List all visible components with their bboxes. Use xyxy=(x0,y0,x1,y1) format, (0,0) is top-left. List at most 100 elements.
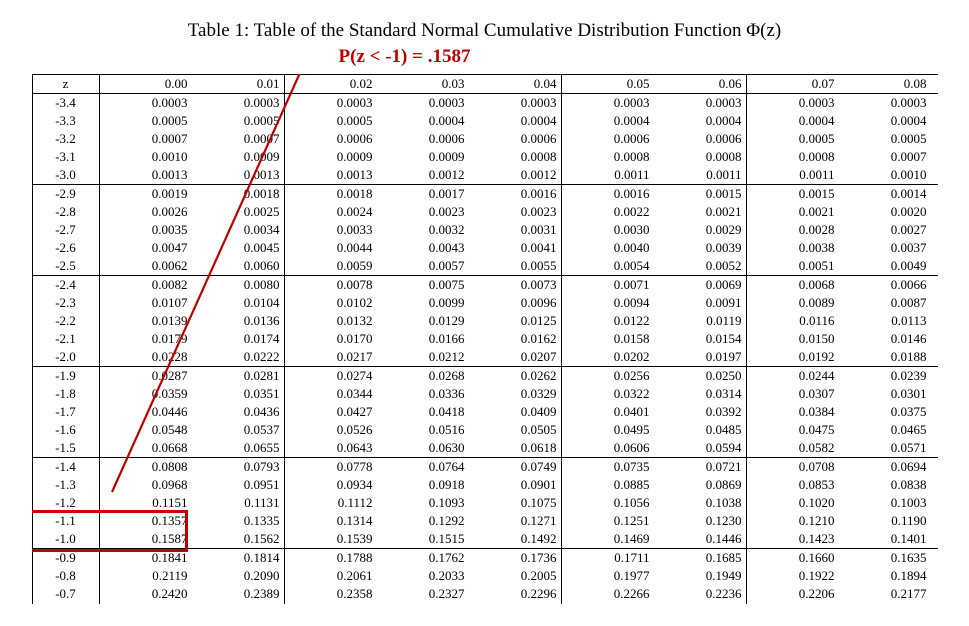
z-cell: -0.8 xyxy=(32,567,99,585)
value-cell: 0.0113 xyxy=(839,312,931,330)
table-row: -1.60.05480.05370.05260.05160.05050.0495… xyxy=(32,421,938,439)
value-cell: 0.0032 xyxy=(377,221,469,239)
value-cell: 0.0038 xyxy=(746,239,839,257)
value-cell: 0.1611 xyxy=(931,549,938,568)
value-cell: 0.0004 xyxy=(561,112,654,130)
z-cell: -1.0 xyxy=(32,530,99,549)
value-cell: 0.0183 xyxy=(931,348,938,367)
value-cell: 0.0003 xyxy=(561,94,654,113)
value-cell: 0.1922 xyxy=(746,567,839,585)
value-cell: 0.0102 xyxy=(284,294,377,312)
value-cell: 0.1894 xyxy=(839,567,931,585)
z-cell: -2.5 xyxy=(32,257,99,276)
table-row: -3.10.00100.00090.00090.00090.00080.0008… xyxy=(32,148,938,166)
value-cell: 0.0006 xyxy=(284,130,377,148)
value-cell: 0.0051 xyxy=(746,257,839,276)
value-cell: 0.1170 xyxy=(931,512,938,530)
value-cell: 0.0017 xyxy=(377,185,469,204)
value-cell: 0.1492 xyxy=(469,530,562,549)
table-row: -0.90.18410.18140.17880.17620.17360.1711… xyxy=(32,549,938,568)
value-cell: 0.0087 xyxy=(839,294,931,312)
value-cell: 0.0119 xyxy=(654,312,747,330)
value-cell: 0.0020 xyxy=(839,203,931,221)
value-cell: 0.1314 xyxy=(284,512,377,530)
table-row: -1.00.15870.15620.15390.15150.14920.1469… xyxy=(32,530,938,549)
z-cell: -1.7 xyxy=(32,403,99,421)
z-cell: -2.7 xyxy=(32,221,99,239)
value-cell: 0.0089 xyxy=(746,294,839,312)
value-cell: 0.0055 xyxy=(469,257,562,276)
value-cell: 0.0446 xyxy=(99,403,192,421)
value-cell: 0.0146 xyxy=(839,330,931,348)
table-row: -1.50.06680.06550.06430.06300.06180.0606… xyxy=(32,439,938,458)
value-cell: 0.0009 xyxy=(377,148,469,166)
value-cell: 0.0465 xyxy=(839,421,931,439)
z-cell: -2.2 xyxy=(32,312,99,330)
value-cell: 0.1423 xyxy=(746,530,839,549)
value-cell: 0.1446 xyxy=(654,530,747,549)
table-row: -2.50.00620.00600.00590.00570.00550.0054… xyxy=(32,257,938,276)
header-col: 0.08 xyxy=(839,75,931,94)
value-cell: 0.0003 xyxy=(746,94,839,113)
header-col: 0.04 xyxy=(469,75,562,94)
value-cell: 0.0110 xyxy=(931,312,938,330)
table-row: -2.90.00190.00180.00180.00170.00160.0016… xyxy=(32,185,938,204)
value-cell: 0.0174 xyxy=(192,330,285,348)
value-cell: 0.1401 xyxy=(839,530,931,549)
value-cell: 0.1814 xyxy=(192,549,285,568)
value-cell: 0.1230 xyxy=(654,512,747,530)
z-cell: -2.1 xyxy=(32,330,99,348)
value-cell: 0.1660 xyxy=(746,549,839,568)
value-cell: 0.0005 xyxy=(99,112,192,130)
value-cell: 0.0179 xyxy=(99,330,192,348)
value-cell: 0.0094 xyxy=(561,294,654,312)
value-cell: 0.0018 xyxy=(192,185,285,204)
value-cell: 0.1271 xyxy=(469,512,562,530)
value-cell: 0.0011 xyxy=(746,166,839,185)
value-cell: 0.0694 xyxy=(839,458,931,477)
value-cell: 0.2389 xyxy=(192,585,285,603)
table-row: -1.20.11510.11310.11120.10930.10750.1056… xyxy=(32,494,938,512)
table-wrap: z 0.000.010.020.030.040.050.060.070.080.… xyxy=(32,74,938,604)
value-cell: 0.0036 xyxy=(931,239,938,257)
value-cell: 0.0166 xyxy=(377,330,469,348)
value-cell: 0.0084 xyxy=(931,294,938,312)
value-cell: 0.0037 xyxy=(839,239,931,257)
value-cell: 0.0048 xyxy=(931,257,938,276)
value-cell: 0.0217 xyxy=(284,348,377,367)
value-cell: 0.0274 xyxy=(284,367,377,386)
value-cell: 0.0006 xyxy=(561,130,654,148)
value-cell: 0.2676 xyxy=(284,603,377,604)
value-cell: 0.0322 xyxy=(561,385,654,403)
value-cell: 0.0003 xyxy=(192,94,285,113)
value-cell: 0.1190 xyxy=(839,512,931,530)
table-row: -2.30.01070.01040.01020.00990.00960.0094… xyxy=(32,294,938,312)
value-cell: 0.0485 xyxy=(654,421,747,439)
table-row: -1.80.03590.03510.03440.03360.03290.0322… xyxy=(32,385,938,403)
value-cell: 0.0006 xyxy=(469,130,562,148)
z-table: z 0.000.010.020.030.040.050.060.070.080.… xyxy=(32,74,938,604)
value-cell: 0.0188 xyxy=(839,348,931,367)
table-row: -0.80.21190.20900.20610.20330.20050.1977… xyxy=(32,567,938,585)
table-row: -3.30.00050.00050.00050.00040.00040.0004… xyxy=(32,112,938,130)
value-cell: 0.0630 xyxy=(377,439,469,458)
value-cell: 0.1736 xyxy=(469,549,562,568)
value-cell: 0.0495 xyxy=(561,421,654,439)
value-cell: 0.0071 xyxy=(561,276,654,295)
table-row: -0.60.27430.27090.26760.26430.26110.2578… xyxy=(32,603,938,604)
value-cell: 0.0384 xyxy=(746,403,839,421)
value-cell: 0.0256 xyxy=(561,367,654,386)
value-cell: 0.0078 xyxy=(284,276,377,295)
value-cell: 0.0329 xyxy=(469,385,562,403)
value-cell: 0.2327 xyxy=(377,585,469,603)
value-cell: 0.1685 xyxy=(654,549,747,568)
value-cell: 0.0537 xyxy=(192,421,285,439)
value-cell: 0.0427 xyxy=(284,403,377,421)
value-cell: 0.0526 xyxy=(284,421,377,439)
value-cell: 0.0006 xyxy=(377,130,469,148)
value-cell: 0.2177 xyxy=(839,585,931,603)
value-cell: 0.0418 xyxy=(377,403,469,421)
value-cell: 0.0068 xyxy=(746,276,839,295)
value-cell: 0.0934 xyxy=(284,476,377,494)
header-col: 0.07 xyxy=(746,75,839,94)
